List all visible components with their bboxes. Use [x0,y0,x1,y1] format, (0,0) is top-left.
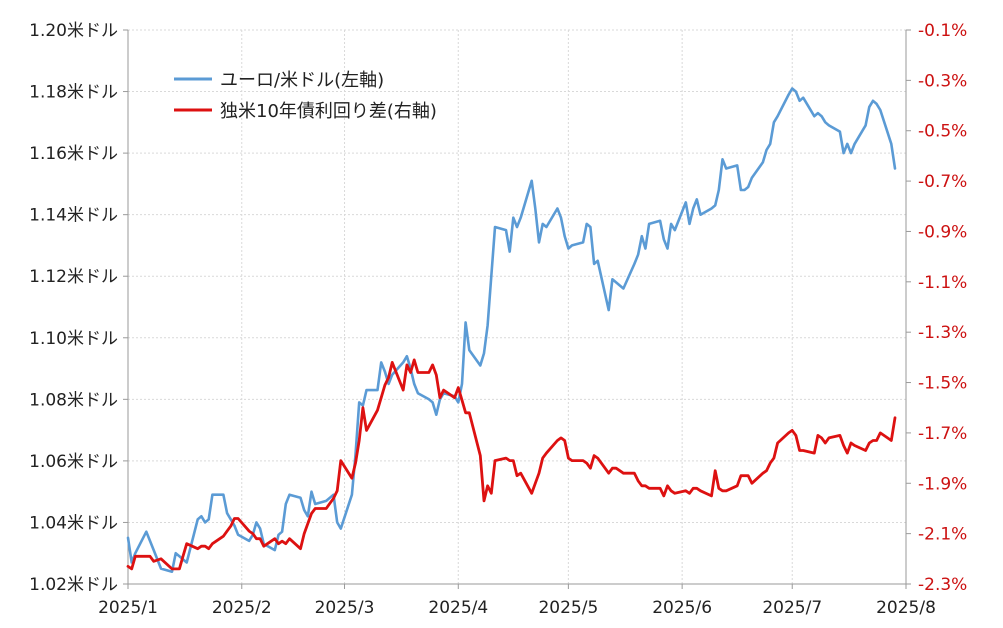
left-tick-label: 1.02米ドル [29,575,118,595]
right-tick-label: -0.5% [918,122,967,142]
legend-label: 独米10年債利回り差(右軸) [220,101,437,122]
right-tick-label: -1.9% [918,474,967,494]
left-tick-label: 1.08米ドル [29,390,118,410]
right-tick-label: -0.3% [918,71,967,91]
right-tick-label: -1.1% [918,273,967,293]
x-tick-label: 2025/7 [762,598,822,618]
right-tick-label: -1.7% [918,424,967,444]
right-tick-label: -1.5% [918,374,967,394]
x-tick-label: 2025/2 [212,598,272,618]
x-tick-label: 2025/6 [652,598,712,618]
series-line-eurusd [126,87,897,574]
right-tick-label: -1.3% [918,323,967,343]
x-tick-label: 2025/1 [98,598,158,618]
left-tick-label: 1.18米ドル [29,83,118,103]
left-tick-label: 1.12米ドル [29,267,118,287]
right-tick-label: -0.1% [918,21,967,41]
left-tick-label: 1.16米ドル [29,144,118,164]
left-tick-label: 1.10米ドル [29,329,118,349]
left-tick-label: 1.20米ドル [29,21,118,41]
series-line-yield-spread [126,358,897,571]
left-tick-label: 1.06米ドル [29,452,118,472]
right-tick-label: -2.3% [918,575,967,595]
right-tick-label: -0.9% [918,222,967,242]
right-tick-label: -2.1% [918,525,967,545]
x-tick-label: 2025/8 [876,598,936,618]
x-tick-label: 2025/5 [538,598,598,618]
x-tick-label: 2025/3 [315,598,375,618]
legend-label: ユーロ/米ドル(左軸) [220,70,384,91]
left-tick-label: 1.14米ドル [29,206,118,226]
left-tick-label: 1.04米ドル [29,513,118,533]
x-tick-label: 2025/4 [428,598,488,618]
right-tick-label: -0.7% [918,172,967,192]
